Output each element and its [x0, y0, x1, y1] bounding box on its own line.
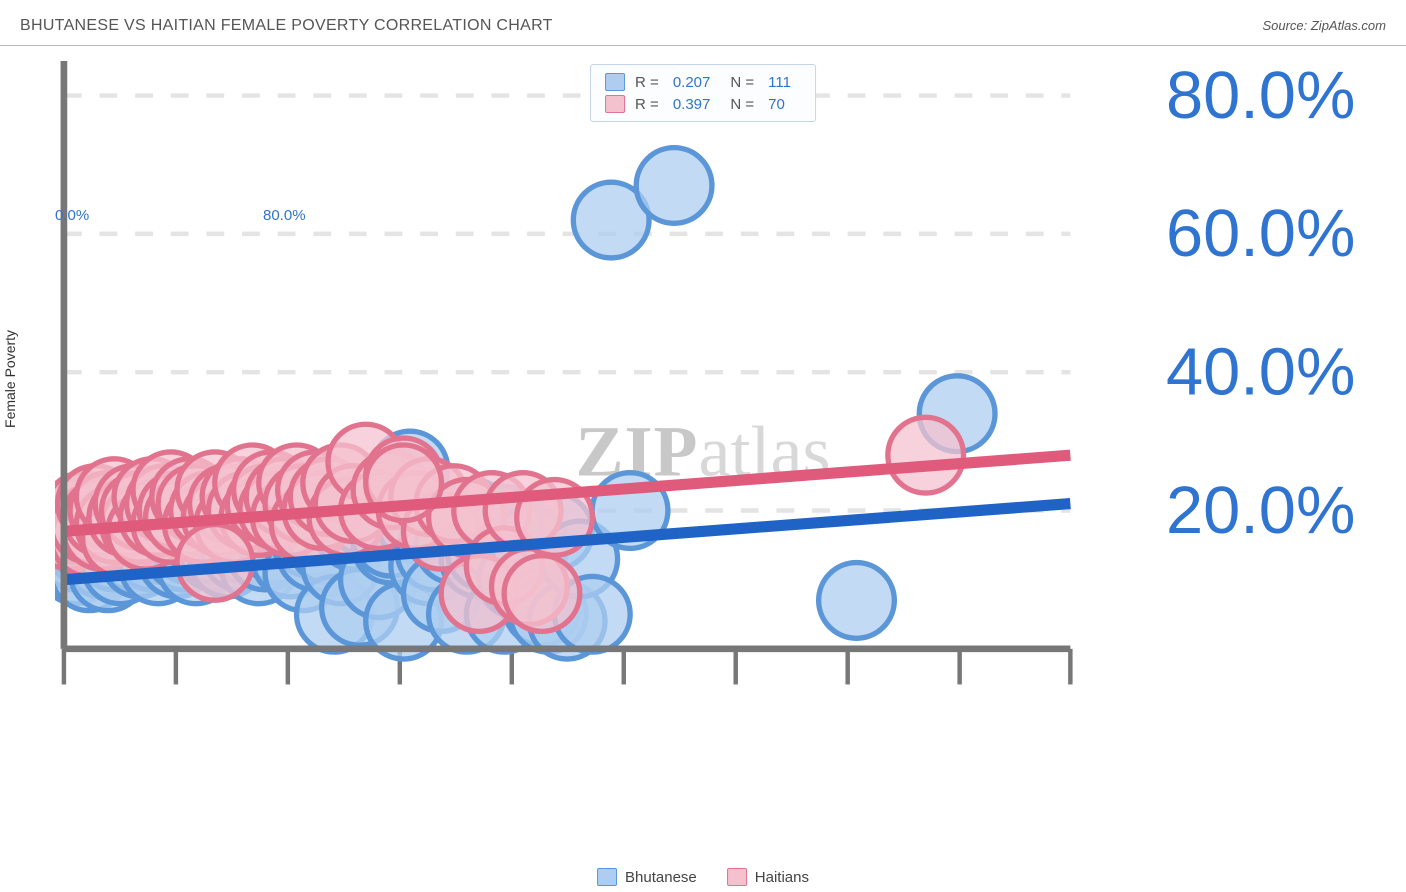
legend-label: Haitians — [755, 869, 809, 886]
legend-item: Haitians — [727, 868, 809, 886]
chart-title: BHUTANESE VS HAITIAN FEMALE POVERTY CORR… — [20, 17, 553, 35]
legend-n-value: 111 — [768, 74, 791, 91]
data-point — [819, 563, 895, 639]
x-axis-max-label: 80.0% — [263, 207, 306, 224]
legend-swatch — [605, 73, 625, 91]
legend-r-label: R = — [635, 96, 659, 113]
data-point — [504, 556, 580, 632]
data-point — [888, 417, 964, 493]
chart-container: Female Poverty ZIPatlas R =0.207N =111R … — [0, 46, 1406, 892]
legend-item: Bhutanese — [597, 868, 697, 886]
legend-n-label: N = — [730, 74, 754, 91]
legend-r-value: 0.397 — [673, 96, 711, 113]
y-tick-label: 60.0% — [1166, 197, 1355, 271]
chart-source: Source: ZipAtlas.com — [1262, 18, 1386, 33]
x-axis-min-label: 0.0% — [55, 207, 89, 224]
y-tick-label: 80.0% — [1166, 61, 1355, 133]
data-point — [636, 148, 712, 224]
legend-series: Bhutanese Haitians — [597, 868, 809, 886]
legend-stat-row: R = 0.207 N = 111 — [605, 71, 801, 93]
legend-swatch — [605, 95, 625, 113]
y-tick-label: 40.0% — [1166, 335, 1355, 409]
legend-stat-row: R = 0.397 N = 70 — [605, 93, 801, 115]
legend-label: Bhutanese — [625, 869, 697, 886]
chart-header: BHUTANESE VS HAITIAN FEMALE POVERTY CORR… — [0, 0, 1406, 46]
legend-r-value: 0.207 — [673, 74, 711, 91]
legend-n-label: N = — [730, 96, 754, 113]
legend-swatch — [597, 868, 617, 886]
y-axis-label: Female Poverty — [2, 330, 18, 428]
legend-stats: R = 0.207 N = 111 R = 0.397 N = 70 — [590, 64, 816, 122]
scatter-plot: 20.0% 40.0% 60.0% 80.0% — [55, 61, 1391, 729]
legend-r-label: R = — [635, 74, 659, 91]
legend-n-value: 70 — [768, 96, 785, 113]
y-tick-label: 20.0% — [1166, 474, 1355, 548]
legend-swatch — [727, 868, 747, 886]
